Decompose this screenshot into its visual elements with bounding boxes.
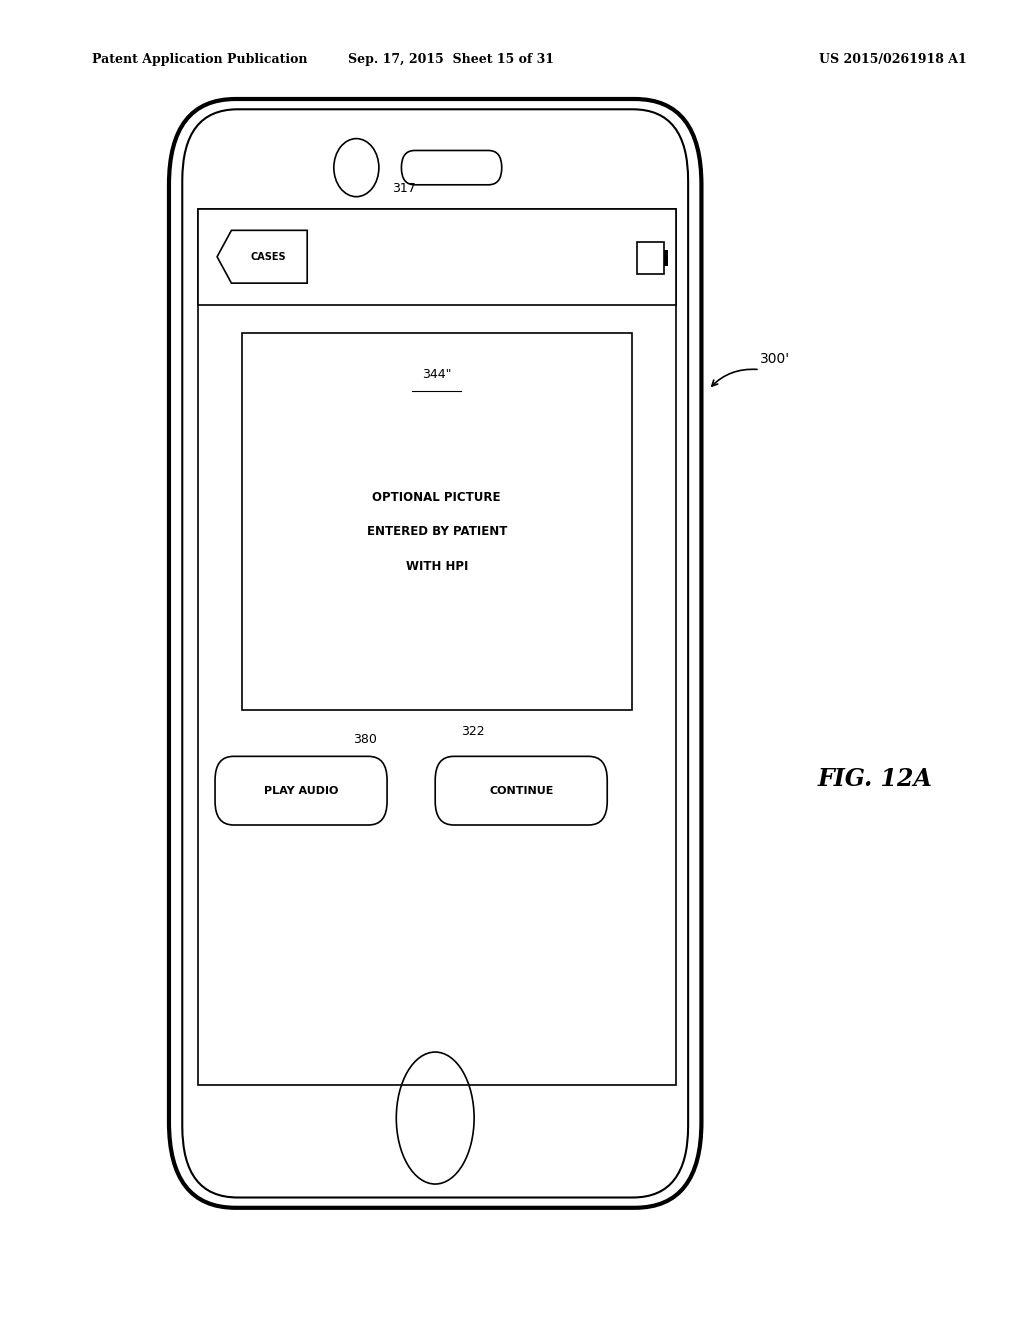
Bar (664, 251, 668, 267)
Text: Patent Application Publication: Patent Application Publication (92, 53, 307, 66)
Text: 300': 300' (760, 352, 790, 366)
Text: 344": 344" (422, 368, 452, 381)
Text: Sep. 17, 2015  Sheet 15 of 31: Sep. 17, 2015 Sheet 15 of 31 (347, 53, 554, 66)
Bar (242, 333, 632, 710)
Text: CASES: CASES (251, 252, 286, 261)
Text: PLAY AUDIO: PLAY AUDIO (264, 785, 338, 796)
Text: ENTERED BY PATIENT: ENTERED BY PATIENT (367, 525, 507, 539)
Text: FIG. 12A: FIG. 12A (817, 767, 932, 791)
Text: CONTINUE: CONTINUE (489, 785, 553, 796)
Text: 317: 317 (392, 182, 416, 195)
Text: 322: 322 (461, 725, 485, 738)
FancyBboxPatch shape (169, 99, 701, 1208)
Bar (198, 209, 676, 1085)
FancyBboxPatch shape (215, 756, 387, 825)
Bar (637, 243, 664, 275)
Text: WITH HPI: WITH HPI (406, 560, 468, 573)
FancyBboxPatch shape (401, 150, 502, 185)
FancyBboxPatch shape (435, 756, 607, 825)
FancyBboxPatch shape (182, 110, 688, 1197)
Text: OPTIONAL PICTURE: OPTIONAL PICTURE (373, 491, 501, 504)
Text: 380: 380 (352, 733, 377, 746)
Bar (198, 209, 676, 305)
Text: US 2015/0261918 A1: US 2015/0261918 A1 (819, 53, 967, 66)
